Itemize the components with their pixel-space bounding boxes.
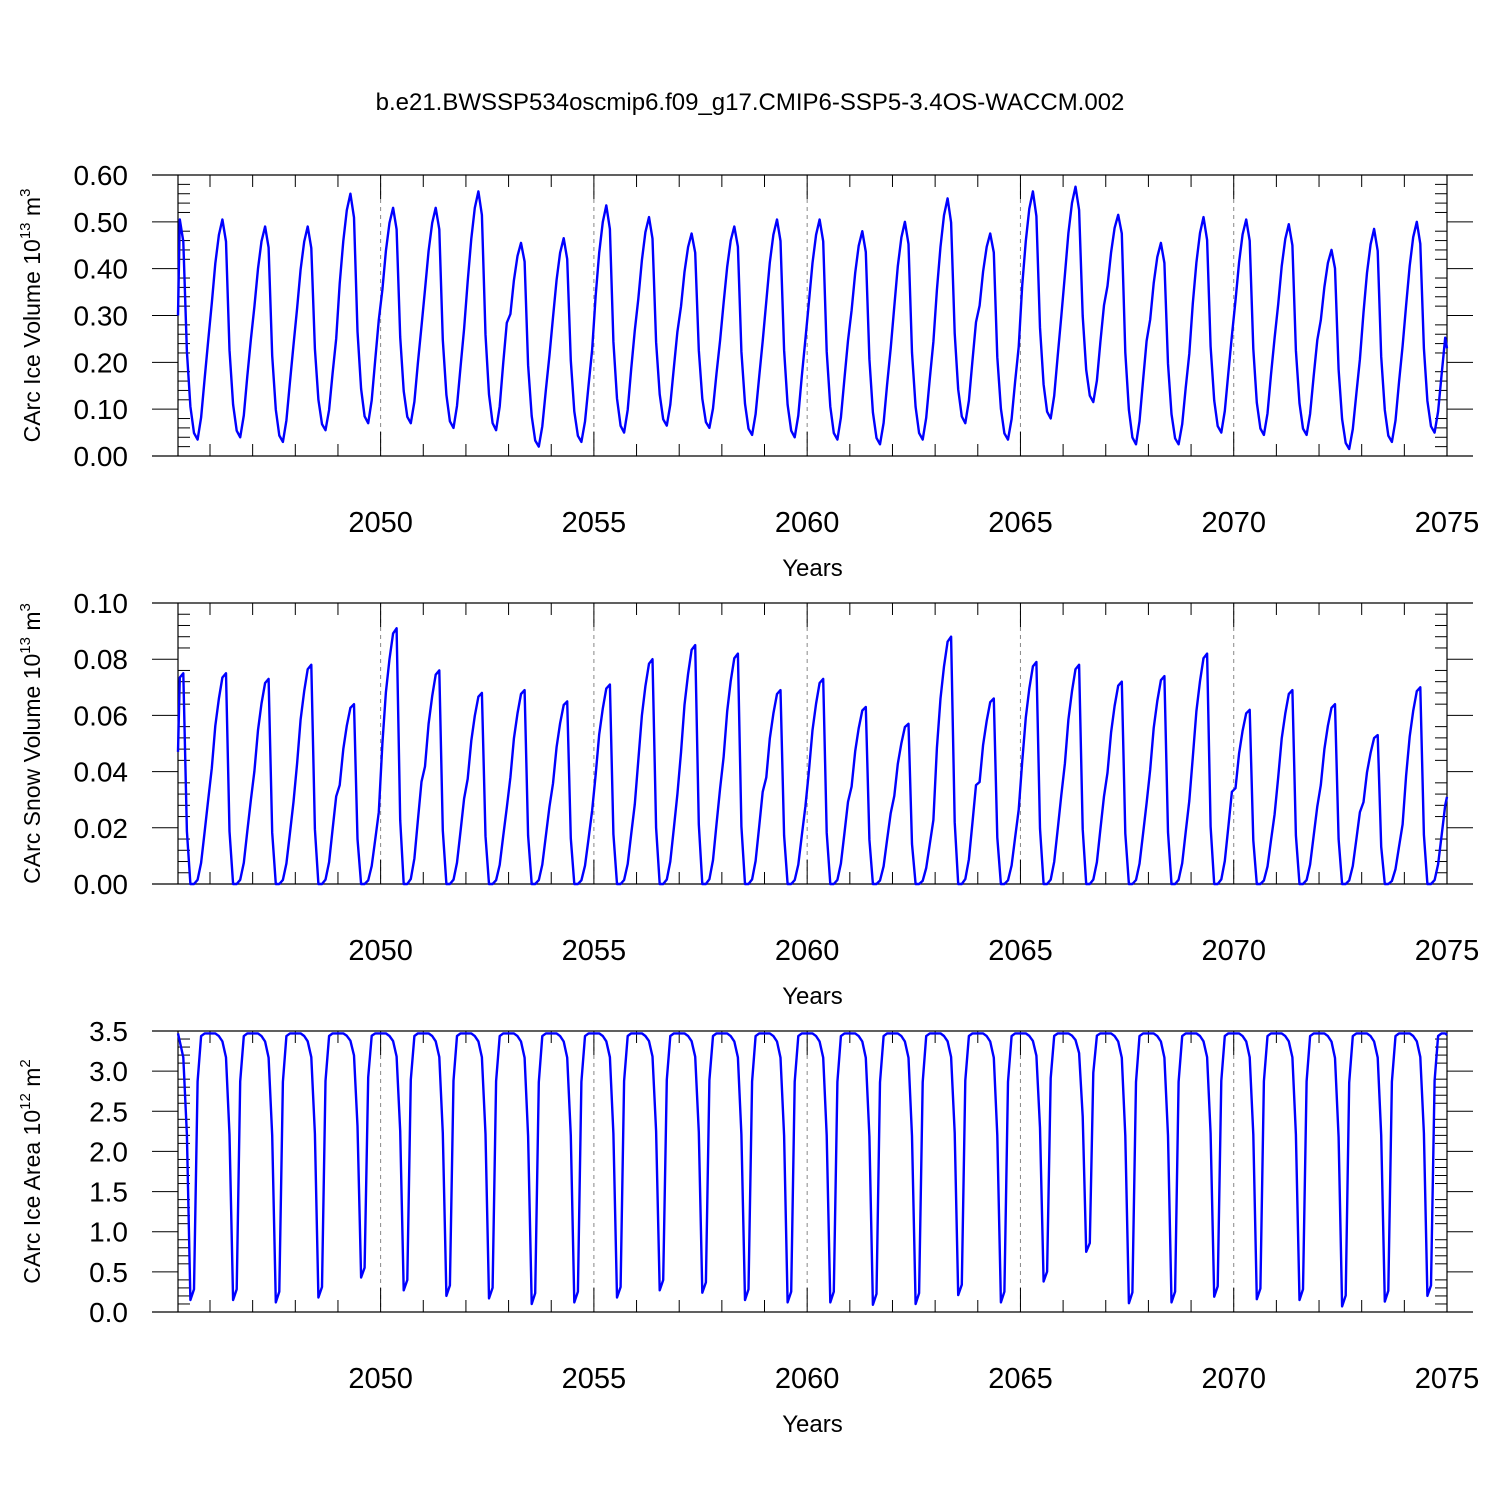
y-tick-label: 0.5 (89, 1257, 128, 1288)
x-tick-label: 2060 (775, 507, 840, 539)
x-tick-label: 2055 (562, 935, 627, 967)
y-tick-label: 0.20 (74, 347, 129, 378)
figure-title: b.e21.BWSSP534oscmip6.f09_g17.CMIP6-SSP5… (376, 89, 1125, 116)
y-tick-label: 0.00 (74, 441, 129, 472)
x-tick-label: 2075 (1415, 507, 1480, 539)
x-tick-label: 2050 (348, 507, 413, 539)
x-tick-label: 2060 (775, 1363, 840, 1395)
y-tick-label: 0.30 (74, 301, 129, 332)
x-tick-label: 2070 (1201, 935, 1266, 967)
y-tick-label: 1.0 (89, 1217, 128, 1248)
y-axis-label-text: CArc Ice Volume 10 (19, 239, 45, 442)
y-tick-label: 0.10 (74, 394, 129, 425)
y-axis-label-unit: m (19, 1068, 45, 1094)
y-tick-label: 0.10 (74, 588, 129, 619)
x-tick-label: 2065 (988, 935, 1053, 967)
x-tick-label: 2055 (562, 1363, 627, 1395)
y-tick-label: 3.5 (89, 1016, 128, 1047)
y-tick-label: 0.04 (74, 757, 129, 788)
x-axis-label: Years (782, 1411, 843, 1438)
x-tick-label: 2060 (775, 935, 840, 967)
x-tick-label: 2070 (1201, 1363, 1266, 1395)
y-tick-label: 0.06 (74, 700, 129, 731)
x-tick-label: 2070 (1201, 507, 1266, 539)
y-tick-label: 2.0 (89, 1136, 128, 1167)
x-tick-label: 2055 (562, 507, 627, 539)
snow-volume-panel: 0.00 0.02 0.04 0.06 0.08 0.10 2050 2055 2060 2065… (17, 588, 1479, 1010)
x-tick-label: 2065 (988, 507, 1053, 539)
y-axis-label-exponent: 12 (17, 1093, 34, 1110)
x-tick-label: 2065 (988, 1363, 1053, 1395)
y-axis-label-exponent: 13 (17, 222, 34, 239)
x-tick-label: 2050 (348, 1363, 413, 1395)
y-tick-label: 0.0 (89, 1297, 128, 1328)
y-tick-label: 0.60 (74, 160, 129, 191)
y-axis-label-unit-exponent: 3 (17, 603, 34, 611)
y-axis-label-exponent: 13 (17, 637, 34, 654)
x-tick-label: 2050 (348, 935, 413, 967)
series-line (176, 185, 1449, 451)
y-axis-label-unit: m (19, 611, 45, 637)
y-axis-label: CArc Ice Area 1012 m2 (17, 1059, 45, 1283)
series-line (176, 627, 1449, 886)
ice-area-panel: 0.0 0.5 1.0 1.5 2.0 2.5 3.0 3.5 2050 2055 2060 2065… (17, 1016, 1479, 1438)
y-tick-label: 0.08 (74, 644, 129, 675)
y-axis-label-text: CArc Snow Volume 10 (19, 654, 45, 884)
y-axis-label-unit: m (19, 197, 45, 223)
y-axis-label: CArc Snow Volume 1013 m3 (17, 603, 45, 884)
y-axis-label-text: CArc Ice Area 10 (19, 1110, 45, 1284)
y-tick-label: 0.02 (74, 813, 129, 844)
y-tick-label: 0.40 (74, 254, 129, 285)
ice-volume-panel: 0.00 0.10 0.20 0.30 0.40 0.50 0.60 2050 2055 2060… (17, 160, 1479, 582)
series-line (176, 1032, 1448, 1308)
y-axis-label: CArc Ice Volume 1013 m3 (17, 189, 45, 443)
x-tick-label: 2075 (1415, 935, 1480, 967)
y-tick-label: 0.50 (74, 207, 129, 238)
y-tick-label: 2.5 (89, 1096, 128, 1127)
y-axis-label-unit-exponent: 2 (17, 1059, 34, 1067)
y-tick-label: 0.00 (74, 869, 129, 900)
y-tick-label: 3.0 (89, 1056, 128, 1087)
y-axis-label-unit-exponent: 3 (17, 189, 34, 197)
x-tick-label: 2075 (1415, 1363, 1480, 1395)
x-axis-label: Years (782, 555, 843, 582)
y-tick-label: 1.5 (89, 1177, 128, 1208)
x-axis-label: Years (782, 983, 843, 1010)
